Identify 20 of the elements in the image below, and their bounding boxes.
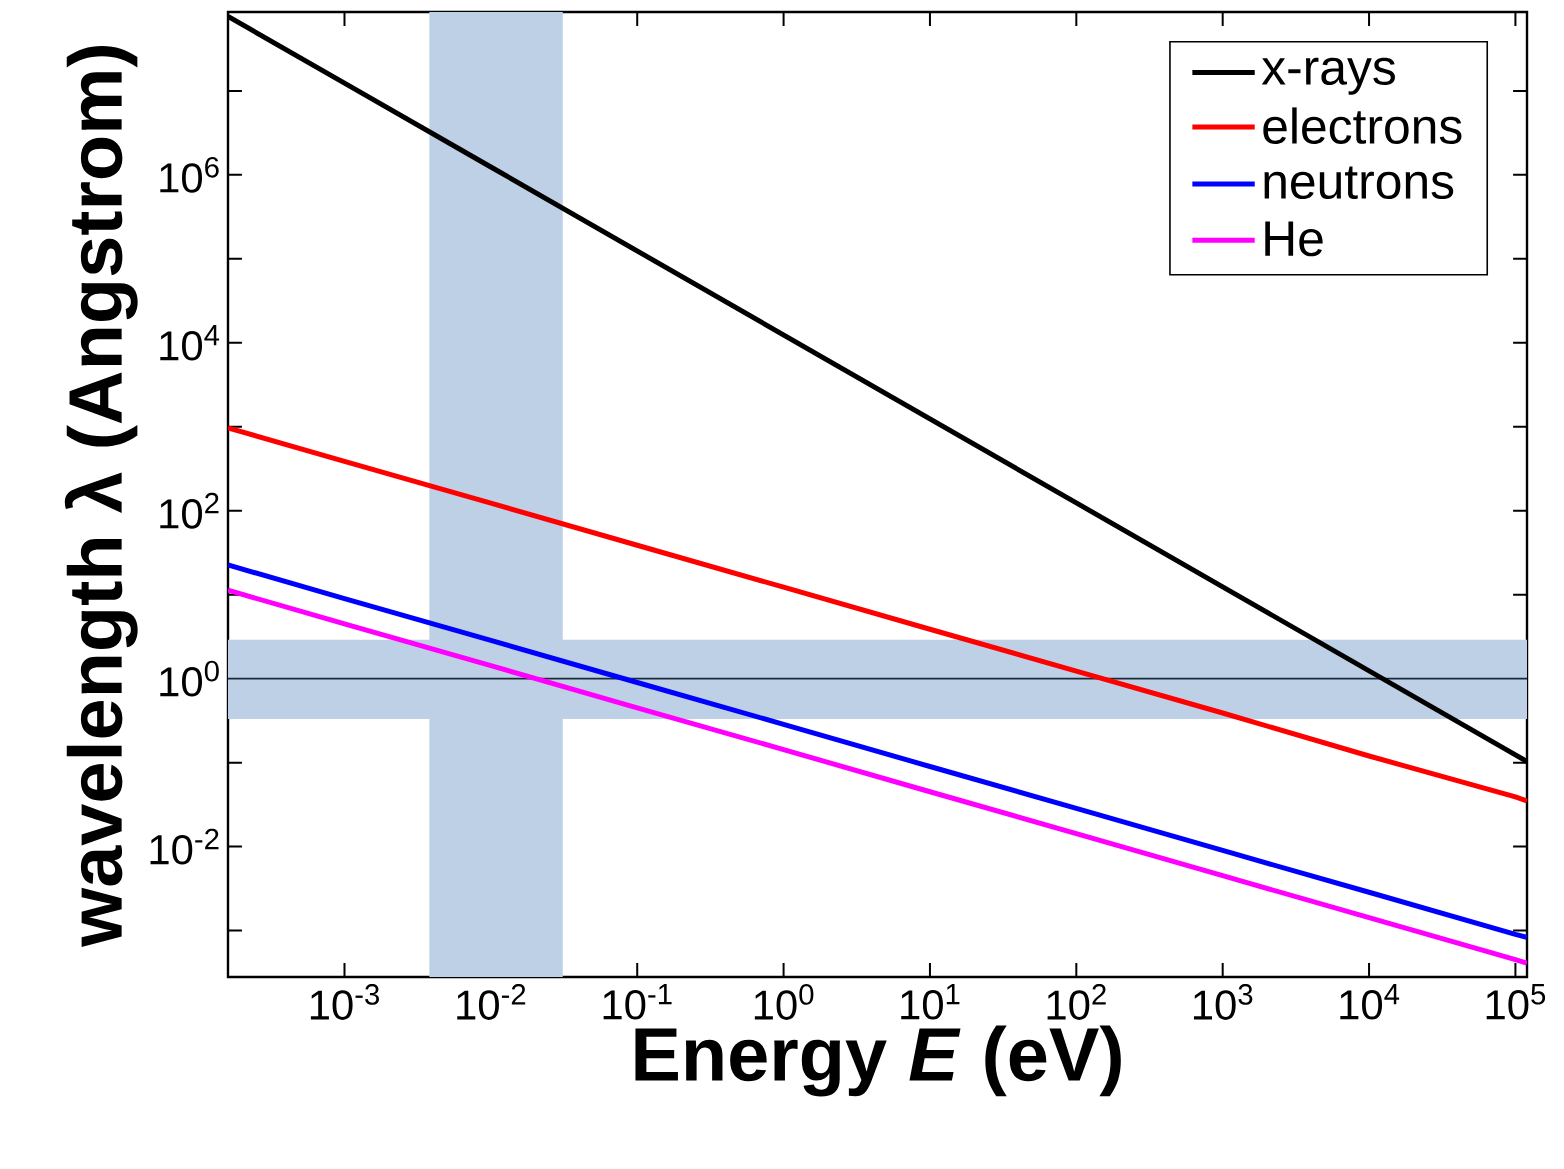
x-tick-label: 10$^{-1}$ <box>603 984 672 1020</box>
y-tick-label: 10$^{-2}$ <box>150 828 219 865</box>
x-tick-label: 10$^{-3}$ <box>310 984 379 1020</box>
y-axis-title: wavelength λ (Angstrom) <box>64 46 138 947</box>
x-tick-label: 10$^{2}$ <box>1047 984 1106 1020</box>
x-tick-label: 10$^{1}$ <box>901 984 960 1020</box>
y-tick-label: 10$^{2}$ <box>160 492 219 529</box>
legend-label: x-rays <box>1261 57 1395 95</box>
x-tick-label: 10$^{5}$ <box>1486 984 1546 1020</box>
x-tick-label: 10$^{0}$ <box>754 984 814 1020</box>
y-tick-label: 10$^{0}$ <box>160 660 219 697</box>
legend-label: He <box>1265 221 1323 257</box>
legend-label: electrons <box>1263 107 1462 144</box>
legend-label: neutrons <box>1264 166 1454 200</box>
x-axis-title: Energy E (eV) <box>635 1025 1121 1097</box>
y-tick-label: 10$^{6}$ <box>160 156 219 193</box>
x-tick-label: 10$^{-2}$ <box>457 984 526 1020</box>
x-tick-label: 10$^{4}$ <box>1340 984 1400 1020</box>
y-tick-label: 10$^{4}$ <box>160 325 220 361</box>
x-tick-label: 10$^{3}$ <box>1193 984 1253 1020</box>
